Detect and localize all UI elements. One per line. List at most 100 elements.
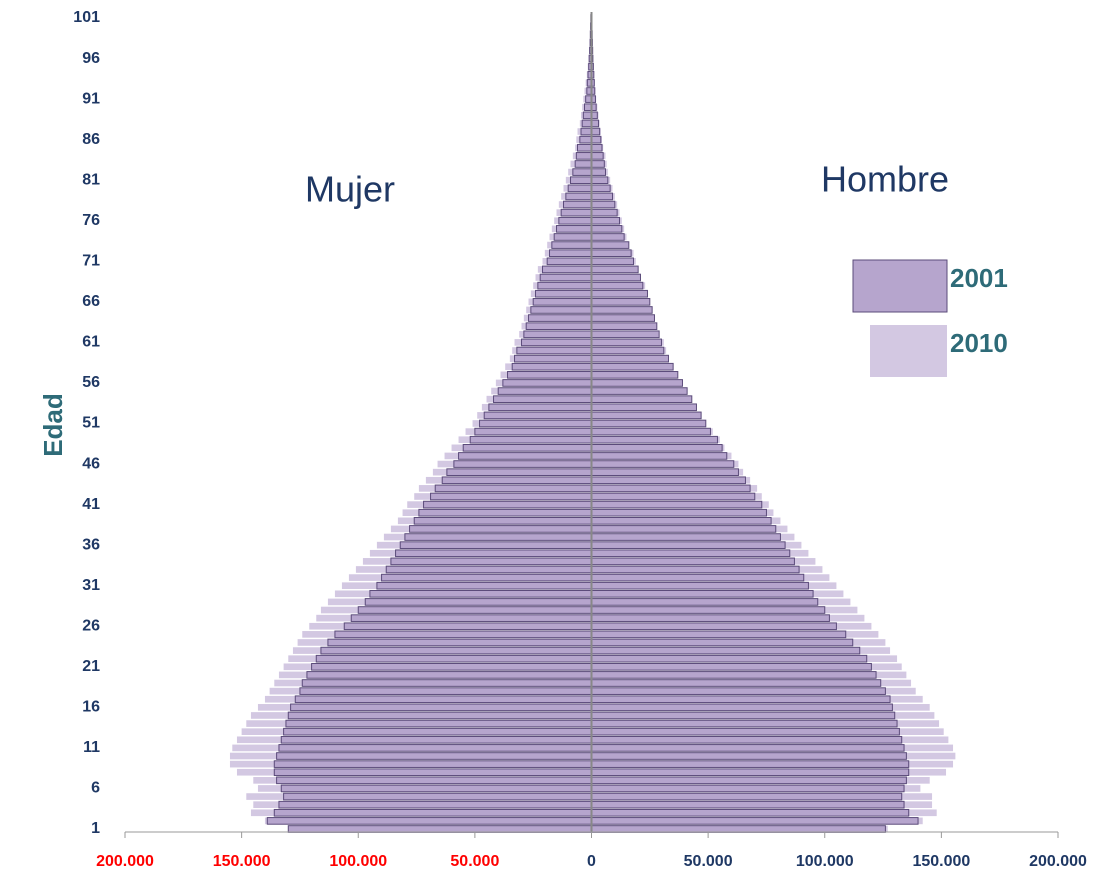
- bar: [591, 565, 800, 574]
- bar: [553, 233, 592, 241]
- bar: [591, 508, 767, 517]
- bar: [497, 387, 593, 395]
- bar: [502, 379, 592, 387]
- bar: [591, 679, 882, 687]
- bar: [580, 127, 592, 136]
- bar: [591, 800, 905, 809]
- bar: [423, 500, 592, 509]
- bar: [591, 654, 868, 663]
- bar: [591, 143, 603, 152]
- bar: [581, 119, 592, 128]
- bar: [591, 265, 639, 274]
- bar: [591, 460, 735, 468]
- bar: [591, 760, 910, 768]
- bar: [591, 135, 602, 144]
- bar: [591, 241, 630, 249]
- bar: [453, 460, 592, 468]
- bar: [280, 735, 592, 744]
- bar: [591, 257, 634, 266]
- bar: [591, 435, 718, 444]
- bar: [591, 314, 655, 322]
- bar: [591, 516, 772, 525]
- bar: [273, 760, 592, 768]
- bar: [591, 549, 791, 558]
- bar: [539, 273, 592, 282]
- bar: [591, 306, 653, 314]
- bar: [591, 630, 847, 639]
- bar: [280, 784, 592, 793]
- bar: [591, 606, 826, 614]
- bar: [591, 452, 728, 460]
- bar: [591, 168, 606, 176]
- bar: [278, 800, 592, 809]
- bar: [542, 265, 593, 274]
- bar: [395, 549, 592, 558]
- bar: [565, 192, 593, 201]
- bar: [591, 687, 886, 695]
- bar: [570, 176, 593, 185]
- bar: [591, 273, 641, 282]
- bar: [399, 541, 592, 549]
- bar: [591, 525, 777, 533]
- bar: [591, 346, 665, 355]
- bar: [535, 289, 593, 298]
- y-tick-label: 11: [83, 739, 100, 756]
- bar: [530, 306, 592, 314]
- bar: [273, 808, 592, 817]
- bar: [591, 371, 679, 379]
- bar: [357, 606, 592, 614]
- bar: [591, 427, 711, 436]
- y-tick-label: 1: [91, 820, 100, 837]
- bar: [591, 127, 601, 136]
- bar: [591, 695, 891, 704]
- y-tick-label: 16: [82, 699, 100, 716]
- bar: [558, 216, 592, 225]
- bar: [579, 135, 593, 144]
- bar: [591, 792, 903, 801]
- bar: [266, 817, 592, 825]
- bar: [575, 152, 592, 160]
- x-tick-label: 150.000: [912, 853, 970, 870]
- bar: [507, 371, 592, 379]
- y-tick-label: 101: [73, 9, 100, 26]
- y-tick-label: 96: [82, 50, 100, 67]
- bar: [385, 565, 592, 574]
- bar: [591, 614, 830, 622]
- bar: [376, 581, 592, 590]
- bar: [591, 379, 683, 387]
- bar: [591, 638, 854, 647]
- bar: [516, 346, 592, 355]
- bar: [546, 257, 592, 266]
- y-tick-label: 51: [82, 415, 100, 432]
- bar: [591, 492, 756, 501]
- bar: [479, 419, 593, 428]
- bar: [525, 322, 592, 331]
- bar: [528, 314, 593, 322]
- y-tick-label: 61: [82, 334, 100, 351]
- bar: [441, 476, 592, 485]
- bar: [591, 484, 751, 493]
- bar: [591, 541, 786, 549]
- y-tick-label: 41: [82, 496, 100, 513]
- y-tick-label: 26: [82, 617, 100, 634]
- bar: [334, 630, 592, 639]
- bar: [591, 598, 819, 606]
- y-tick-label: 56: [82, 374, 100, 391]
- x-tick-label: 100.000: [329, 853, 387, 870]
- right-label: Hombre: [821, 159, 949, 200]
- bar: [418, 508, 592, 517]
- bar: [591, 176, 609, 185]
- bar: [523, 330, 592, 339]
- bar: [591, 808, 910, 817]
- bar: [469, 435, 592, 444]
- bar: [591, 289, 648, 298]
- y-tick-label: 86: [82, 131, 100, 148]
- bar: [591, 119, 599, 128]
- bar: [276, 752, 592, 760]
- bar: [591, 662, 872, 671]
- bar: [574, 160, 592, 168]
- bar: [563, 200, 593, 209]
- bar: [591, 784, 905, 793]
- bar: [474, 427, 592, 436]
